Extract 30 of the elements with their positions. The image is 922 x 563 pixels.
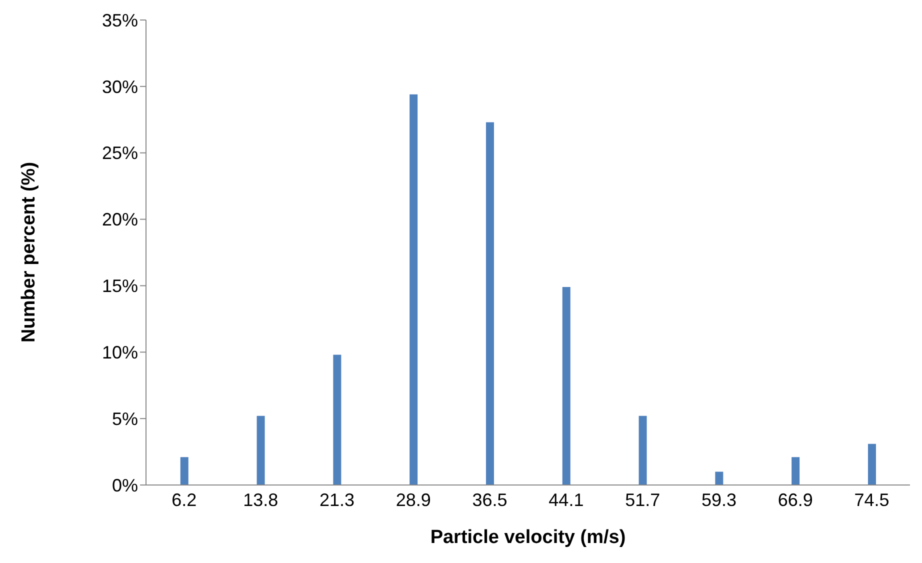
y-tick-label: 15%: [102, 276, 138, 296]
x-tick-label: 74.5: [854, 490, 890, 510]
x-tick-label: 21.3: [319, 490, 355, 510]
x-tick-label: 6.2: [172, 490, 197, 510]
y-tick-label: 10%: [102, 342, 138, 363]
bar: [486, 122, 494, 485]
bar: [256, 416, 265, 485]
bar: [792, 457, 800, 485]
x-tick-label: 28.9: [396, 490, 431, 510]
y-tick-label: 20%: [102, 210, 138, 230]
y-tick-label: 5%: [112, 408, 138, 429]
y-tick-label: 0%: [112, 475, 138, 496]
y-tick-label: 30%: [102, 76, 138, 97]
x-tick-label: 13.8: [243, 490, 278, 510]
bar: [868, 444, 876, 485]
bar: [715, 472, 724, 485]
x-tick-label: 59.3: [701, 490, 737, 510]
bar: [638, 416, 647, 485]
y-tick-label: 25%: [102, 143, 138, 164]
bar: [180, 457, 188, 485]
x-tick-label: 36.5: [472, 490, 508, 510]
x-axis-title: Particle velocity (m/s): [430, 527, 626, 548]
x-tick-label: 44.1: [548, 490, 584, 510]
x-tick-label: 66.9: [778, 490, 813, 510]
y-tick-label: 35%: [102, 10, 138, 30]
bar: [562, 287, 570, 485]
bar: [333, 354, 342, 485]
x-tick-label: 51.7: [625, 490, 660, 510]
y-axis-title: Number percent (%): [18, 162, 40, 342]
bar: [410, 94, 418, 485]
